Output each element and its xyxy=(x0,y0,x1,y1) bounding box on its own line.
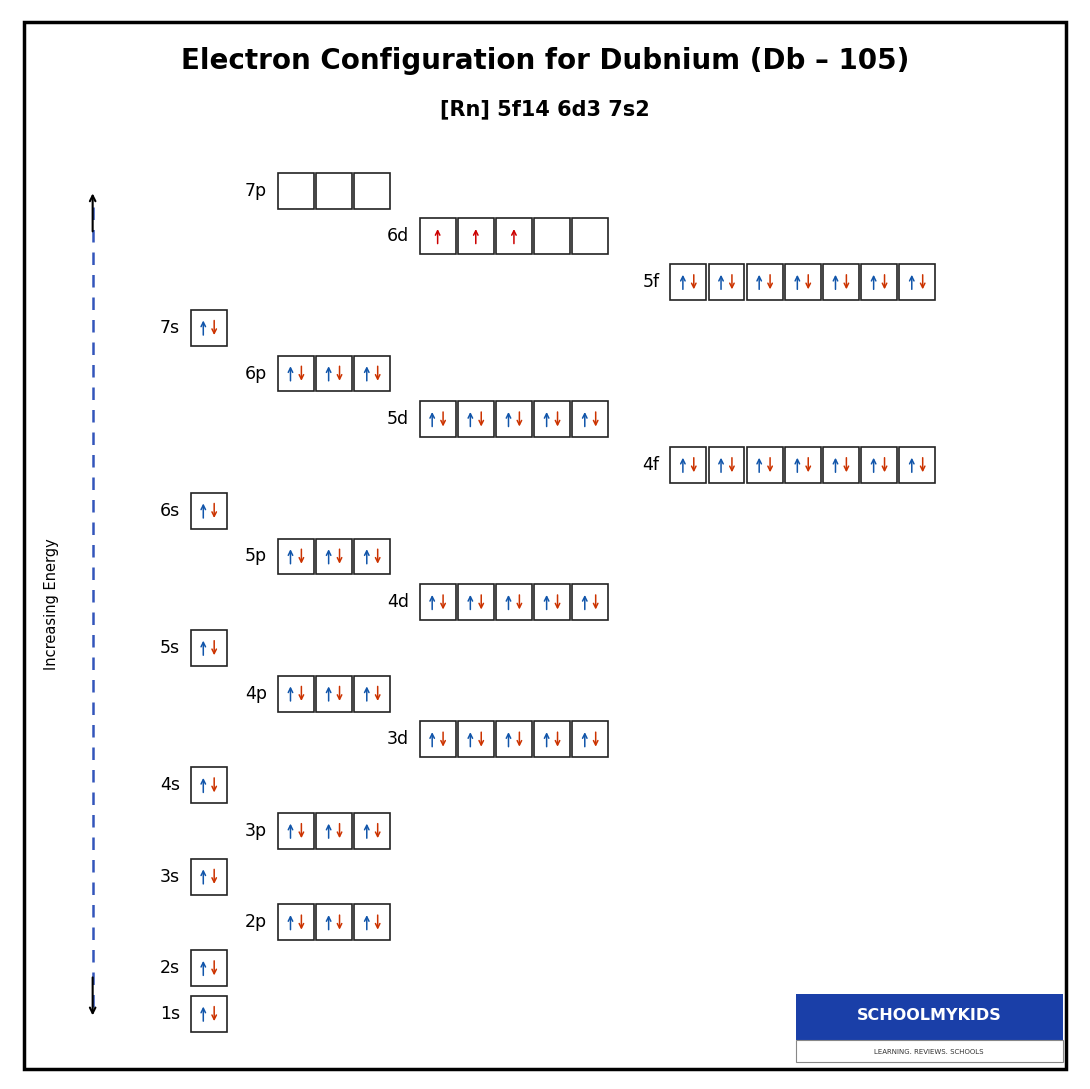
Bar xyxy=(278,675,314,712)
Bar xyxy=(278,813,314,849)
Bar xyxy=(354,904,390,941)
Bar xyxy=(708,446,744,484)
Bar xyxy=(316,904,352,941)
Bar xyxy=(861,264,897,299)
Text: 5d: 5d xyxy=(387,411,409,428)
Text: [Rn] 5f14 6d3 7s2: [Rn] 5f14 6d3 7s2 xyxy=(440,99,650,119)
Bar xyxy=(278,355,314,392)
Bar xyxy=(572,585,608,621)
Text: 2p: 2p xyxy=(245,914,267,931)
Bar xyxy=(316,675,352,712)
Text: LEARNING. REVIEWS. SCHOOLS: LEARNING. REVIEWS. SCHOOLS xyxy=(874,1050,984,1055)
Bar xyxy=(458,585,494,621)
Bar xyxy=(823,264,859,299)
Bar xyxy=(278,172,314,209)
Bar xyxy=(496,218,532,255)
Bar xyxy=(796,994,1063,1040)
Bar xyxy=(458,218,494,255)
Bar xyxy=(899,264,935,299)
Bar xyxy=(534,401,570,437)
Bar xyxy=(191,492,227,529)
Bar xyxy=(572,218,608,255)
Bar xyxy=(354,675,390,712)
Bar xyxy=(796,1040,1063,1062)
Bar xyxy=(316,172,352,209)
Text: 4p: 4p xyxy=(245,685,267,702)
Text: 2s: 2s xyxy=(160,959,180,977)
Text: SCHOOLMYKIDS: SCHOOLMYKIDS xyxy=(857,1008,1002,1024)
Text: Electron Configuration for Dubnium (Db – 105): Electron Configuration for Dubnium (Db –… xyxy=(181,47,909,75)
Bar xyxy=(191,631,227,666)
Bar xyxy=(785,264,821,299)
Bar xyxy=(534,218,570,255)
Bar xyxy=(670,446,706,484)
Text: 5f: 5f xyxy=(642,273,659,291)
Bar xyxy=(354,813,390,849)
FancyBboxPatch shape xyxy=(24,22,1066,1069)
Text: 4f: 4f xyxy=(642,456,659,474)
Bar xyxy=(458,722,494,758)
Text: 3d: 3d xyxy=(387,731,409,748)
Bar xyxy=(420,218,456,255)
Bar xyxy=(708,264,744,299)
Bar xyxy=(572,722,608,758)
Bar xyxy=(670,264,706,299)
Bar xyxy=(278,904,314,941)
Bar xyxy=(572,401,608,437)
Text: 5p: 5p xyxy=(245,548,267,565)
Text: 7p: 7p xyxy=(245,182,267,199)
Bar xyxy=(316,355,352,392)
Text: 3s: 3s xyxy=(160,868,180,885)
Bar xyxy=(420,401,456,437)
Bar xyxy=(747,446,783,484)
Bar xyxy=(354,172,390,209)
Bar xyxy=(496,722,532,758)
Bar xyxy=(534,722,570,758)
Text: 1s: 1s xyxy=(160,1005,180,1023)
Text: 4d: 4d xyxy=(387,594,409,611)
Text: Increasing Energy: Increasing Energy xyxy=(44,539,59,670)
Bar xyxy=(861,446,897,484)
Bar xyxy=(316,539,352,575)
Bar xyxy=(191,768,227,804)
Bar xyxy=(420,722,456,758)
Text: 6d: 6d xyxy=(387,228,409,245)
Bar xyxy=(191,996,227,1032)
Text: 7s: 7s xyxy=(160,319,180,337)
Bar xyxy=(191,859,227,895)
Bar xyxy=(496,585,532,621)
Bar xyxy=(534,585,570,621)
Bar xyxy=(458,401,494,437)
Bar xyxy=(420,585,456,621)
Bar xyxy=(354,355,390,392)
Bar xyxy=(823,446,859,484)
Text: 3p: 3p xyxy=(245,822,267,840)
Bar xyxy=(191,950,227,987)
Bar xyxy=(496,401,532,437)
Bar xyxy=(785,446,821,484)
Bar xyxy=(747,264,783,299)
Bar xyxy=(278,539,314,575)
Bar xyxy=(354,539,390,575)
Bar xyxy=(191,310,227,346)
Text: 6s: 6s xyxy=(159,502,180,519)
Bar xyxy=(316,813,352,849)
Bar xyxy=(899,446,935,484)
Text: 4s: 4s xyxy=(160,776,180,794)
Text: 6p: 6p xyxy=(245,365,267,382)
Text: 5s: 5s xyxy=(160,639,180,657)
